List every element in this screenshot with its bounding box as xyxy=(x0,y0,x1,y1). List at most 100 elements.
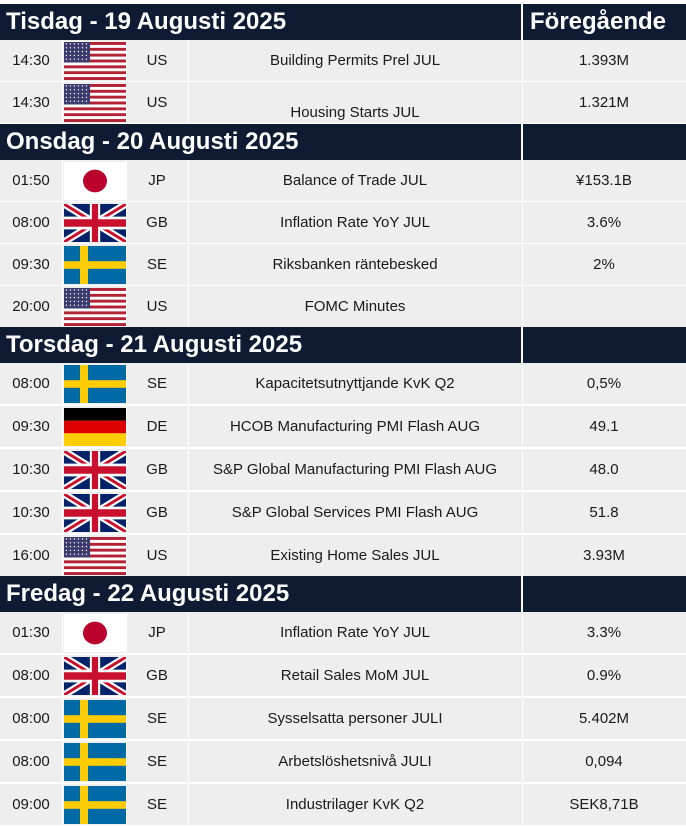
day-title: Fredag - 22 Augusti 2025 xyxy=(6,580,290,607)
event-name: Sysselsatta personer JULI xyxy=(267,710,443,727)
previous-value xyxy=(522,286,686,327)
event-time: 10:30 xyxy=(12,461,50,478)
day-title: Onsdag - 20 Augusti 2025 xyxy=(6,128,299,155)
event-name: Riksbanken räntebesked xyxy=(272,256,438,273)
event-time: 14:30 xyxy=(12,94,50,111)
day-header: Tisdag - 19 Augusti 2025 Föregående xyxy=(0,4,686,40)
event-time: 01:30 xyxy=(12,624,50,641)
se-flag-icon xyxy=(64,700,126,738)
event-time: 08:00 xyxy=(12,667,50,684)
country-code: US xyxy=(146,94,168,111)
column-divider xyxy=(126,82,127,123)
column-divider xyxy=(188,741,189,782)
event-row: 10:30 GB S&P Global Services PMI Flash AUG… xyxy=(0,492,686,534)
column-divider xyxy=(62,492,63,533)
column-divider xyxy=(522,160,523,201)
event-time: 09:30 xyxy=(12,256,50,273)
column-divider xyxy=(126,363,127,404)
previous-value: SEK8,71B xyxy=(569,796,639,813)
event-name: HCOB Manufacturing PMI Flash AUG xyxy=(229,418,481,435)
event-row: 20:00 US FOMC Minutes xyxy=(0,286,686,328)
country-code: GB xyxy=(146,667,168,684)
column-divider xyxy=(522,784,523,825)
day-header: Onsdag - 20 Augusti 2025 xyxy=(0,124,686,160)
column-divider xyxy=(62,160,63,201)
event-name: Retail Sales MoM JUL xyxy=(280,667,430,684)
country-code: GB xyxy=(146,504,168,521)
country-code: US xyxy=(146,298,168,315)
day-title: Torsdag - 21 Augusti 2025 xyxy=(6,331,303,358)
column-divider xyxy=(522,363,523,404)
column-divider xyxy=(126,244,127,285)
column-divider xyxy=(126,40,127,81)
column-divider xyxy=(522,82,523,123)
previous-value: 49.1 xyxy=(589,418,619,435)
event-name: Balance of Trade JUL xyxy=(282,172,428,189)
se-flag-icon xyxy=(64,246,126,284)
event-row: 09:30 SE Riksbanken räntebesked 2% xyxy=(0,244,686,286)
column-divider xyxy=(62,406,63,447)
jp-flag-icon xyxy=(64,614,126,652)
gb-flag-icon xyxy=(64,657,126,695)
column-divider xyxy=(62,244,63,285)
country-code: SE xyxy=(146,796,167,813)
column-divider xyxy=(62,612,63,653)
column-divider xyxy=(62,449,63,490)
column-divider xyxy=(188,535,189,576)
country-code: SE xyxy=(146,710,167,727)
column-divider xyxy=(522,492,523,533)
column-divider xyxy=(188,244,189,285)
event-name: FOMC Minutes xyxy=(304,298,406,315)
column-divider xyxy=(522,741,523,782)
column-divider xyxy=(188,202,189,243)
column-divider xyxy=(62,286,63,327)
column-divider xyxy=(188,449,189,490)
previous-value: 51.8 xyxy=(589,504,619,521)
column-divider xyxy=(522,40,523,81)
column-divider xyxy=(126,492,127,533)
country-code: JP xyxy=(148,624,166,641)
column-divider xyxy=(126,655,127,696)
column-divider xyxy=(62,698,63,739)
column-divider xyxy=(62,202,63,243)
column-divider xyxy=(522,655,523,696)
previous-value: 1.393M xyxy=(578,52,630,69)
event-name: Existing Home Sales JUL xyxy=(270,547,440,564)
column-divider xyxy=(188,612,189,653)
column-divider xyxy=(522,406,523,447)
event-row: 01:50 JP Balance of Trade JUL ¥153.1B xyxy=(0,160,686,202)
event-row: 08:00 GB Retail Sales MoM JUL 0.9% xyxy=(0,655,686,697)
previous-value: 3.6% xyxy=(586,214,622,231)
day-header: Fredag - 22 Augusti 2025 xyxy=(0,576,686,612)
column-divider xyxy=(522,244,523,285)
previous-value: 3.93M xyxy=(583,547,625,564)
column-divider xyxy=(126,286,127,327)
column-divider xyxy=(188,160,189,201)
event-name: Inflation Rate YoY JUL xyxy=(280,624,430,641)
event-time: 08:00 xyxy=(12,375,50,392)
column-divider xyxy=(126,406,127,447)
event-row: 01:30 JP Inflation Rate YoY JUL 3.3% xyxy=(0,612,686,654)
previous-value: 48.0 xyxy=(589,461,619,478)
event-row: 16:00 US Existing Home Sales JUL 3.93M xyxy=(0,535,686,577)
country-code: GB xyxy=(146,214,168,231)
column-divider xyxy=(62,40,63,81)
column-divider xyxy=(188,655,189,696)
column-divider xyxy=(126,449,127,490)
previous-value: 1.321M xyxy=(578,94,630,111)
event-time: 10:30 xyxy=(12,504,50,521)
column-divider xyxy=(522,612,523,653)
gb-flag-icon xyxy=(64,494,126,532)
country-code: US xyxy=(146,52,168,69)
event-row: 14:30 US Building Permits Prel JUL 1.393M xyxy=(0,40,686,82)
header-divider xyxy=(521,327,523,363)
event-name: S&P Global Manufacturing PMI Flash AUG xyxy=(212,461,498,478)
previous-value: 3.3% xyxy=(586,624,622,641)
event-time: 08:00 xyxy=(12,710,50,727)
event-time: 08:00 xyxy=(12,214,50,231)
se-flag-icon xyxy=(64,743,126,781)
event-row: 08:00 SE Sysselsatta personer JULI 5.402M xyxy=(0,698,686,740)
previous-value: 2% xyxy=(593,256,615,273)
us-flag-icon xyxy=(64,42,126,80)
us-flag-icon xyxy=(64,288,126,326)
